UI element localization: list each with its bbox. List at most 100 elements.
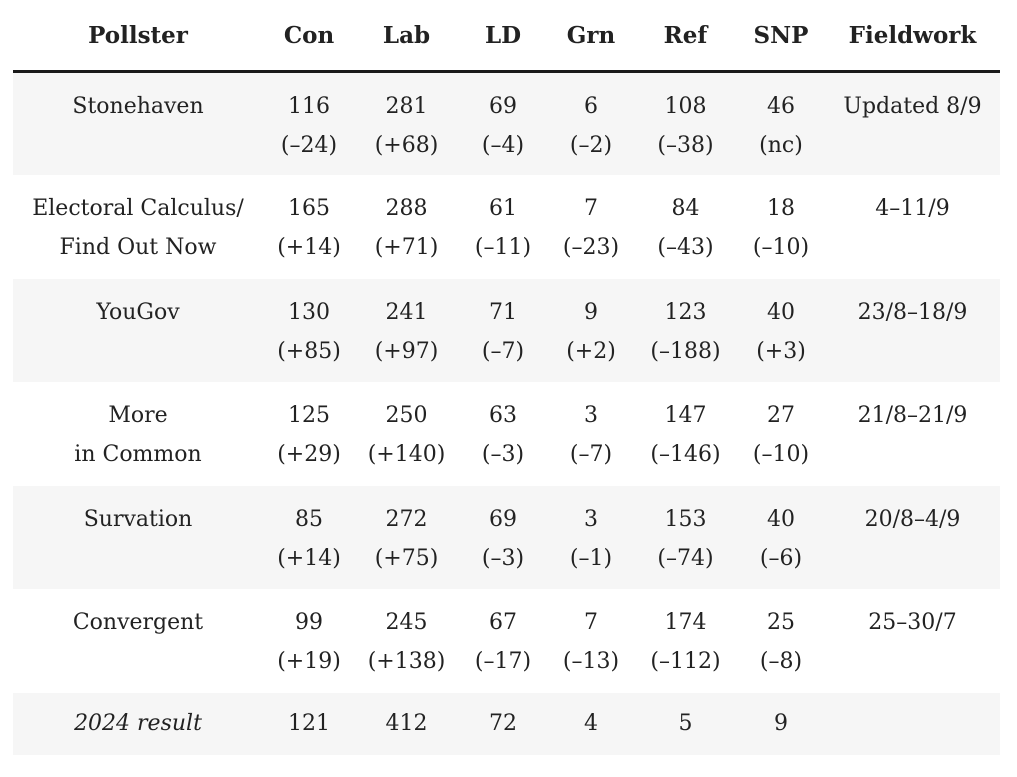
seat-change: (–23) <box>562 235 620 260</box>
grn-seats-cell: 3 (–1) <box>548 486 634 590</box>
con-seats-cell: 116 (–24) <box>263 72 355 176</box>
seat-change: (–112) <box>650 649 721 674</box>
header-snp: SNP <box>737 0 825 73</box>
fieldwork-cell: 21/8–21/9 <box>857 403 968 428</box>
seat-count: 165 <box>288 196 330 221</box>
seat-count: 125 <box>288 403 330 428</box>
seat-count: 123 <box>664 299 707 325</box>
seat-change: (–146) <box>650 442 721 467</box>
seat-count: 67 <box>489 610 517 635</box>
ref-seats-cell: 123 (–188) <box>634 279 737 383</box>
snp-seats-cell: 25 (–8) <box>737 589 825 693</box>
seat-count: 130 <box>288 299 330 325</box>
seat-count: 9 <box>584 299 598 325</box>
lab-seats-cell: 288 (+71) <box>355 175 458 279</box>
seat-count: 7 <box>584 196 598 221</box>
seat-count: 25 <box>767 610 795 635</box>
seat-projection-table: Pollster Con Lab LD Grn Ref SNP Fieldwor… <box>13 0 1000 755</box>
lab-seats-cell: 250 (+140) <box>355 382 458 486</box>
con-seats-cell: 99 (+19) <box>263 589 355 693</box>
seat-change: (–11) <box>474 235 532 260</box>
pollster-name: Stonehaven <box>72 94 204 119</box>
ld-seats-cell: 63 (–3) <box>458 382 548 486</box>
result-label: 2024 result <box>74 710 202 736</box>
seat-count: 288 <box>385 196 428 221</box>
seat-change: (+140) <box>367 442 446 467</box>
con-seats-cell: 85 (+14) <box>263 486 355 590</box>
ref-result-seats: 5 <box>678 710 693 736</box>
fieldwork-cell: Updated 8/9 <box>843 94 982 119</box>
table-row: Survation 85 (+14) 272 (+75) 69 (–3) 3 (–1) 153 (–… <box>13 485 1000 590</box>
seat-count: 40 <box>767 299 795 325</box>
result-fieldwork-empty <box>825 693 1000 755</box>
seat-count: 71 <box>489 299 517 325</box>
seat-change: (nc) <box>759 133 803 158</box>
seat-change: (–3) <box>481 545 525 571</box>
seat-count: 153 <box>664 506 707 532</box>
seat-count: 7 <box>584 610 598 635</box>
seat-change: (–10) <box>752 442 810 467</box>
seat-change: (+29) <box>277 442 341 467</box>
seat-count: 27 <box>767 403 795 428</box>
snp-seats-cell: 18 (–10) <box>737 175 825 279</box>
header-lab: Lab <box>355 0 458 73</box>
ref-seats-cell: 153 (–74) <box>634 486 737 590</box>
header-con: Con <box>263 0 355 73</box>
snp-result-seats: 9 <box>774 710 788 736</box>
fieldwork-cell: 4–11/9 <box>875 196 950 221</box>
seat-change: (+2) <box>566 338 616 364</box>
seat-change: (–8) <box>759 649 803 674</box>
table-row: Convergent 99 (+19) 245 (+138) 67 (–17) 7 (–13) 1… <box>13 589 1000 693</box>
table-row: YouGov 130 (+85) 241 (+97) 71 (–7) 9 (+2) 123 (–18… <box>13 278 1000 383</box>
seat-count: 281 <box>385 94 428 119</box>
grn-seats-cell: 7 (–23) <box>548 175 634 279</box>
seat-change: (–13) <box>562 649 620 674</box>
table-row: More in Common 125 (+29) 250 (+140) 63 (–3) 3 (–7… <box>13 382 1000 486</box>
ld-seats-cell: 61 (–11) <box>458 175 548 279</box>
seat-count: 272 <box>385 506 428 532</box>
seat-count: 116 <box>288 94 330 119</box>
ref-seats-cell: 147 (–146) <box>634 382 737 486</box>
lab-result-seats: 412 <box>385 710 428 736</box>
seat-change: (+68) <box>374 133 439 158</box>
seat-change: (+71) <box>374 235 439 260</box>
header-row: Pollster Con Lab LD Grn Ref SNP Fieldwor… <box>13 0 1000 73</box>
seat-change: (+14) <box>277 545 341 571</box>
seat-change: (–7) <box>481 338 525 364</box>
seat-change: (–74) <box>657 545 714 571</box>
snp-seats-cell: 27 (–10) <box>737 382 825 486</box>
snp-seats-cell: 40 (–6) <box>737 486 825 590</box>
seat-change: (–7) <box>569 442 613 467</box>
table-row: Stonehaven 116 (–24) 281 (+68) 69 (–4) 6 (–2) 108… <box>13 71 1000 176</box>
header-grn: Grn <box>548 0 634 73</box>
seat-count: 99 <box>295 610 323 635</box>
header-ref: Ref <box>634 0 737 73</box>
fieldwork-cell: 25–30/7 <box>868 610 957 635</box>
seat-change: (–188) <box>650 338 721 364</box>
seat-change: (–4) <box>481 133 525 158</box>
seat-count: 46 <box>767 94 795 119</box>
pollster-cell: More in Common <box>13 382 263 486</box>
ref-seats-cell: 174 (–112) <box>634 589 737 693</box>
seat-count: 3 <box>584 403 598 428</box>
grn-seats-cell: 9 (+2) <box>548 279 634 383</box>
fieldwork-cell: 23/8–18/9 <box>857 299 968 325</box>
con-seats-cell: 165 (+14) <box>263 175 355 279</box>
seat-change: (+3) <box>756 338 806 364</box>
pollster-name: in Common <box>74 442 202 467</box>
fieldwork-cell: 20/8–4/9 <box>864 506 961 532</box>
con-seats-cell: 125 (+29) <box>263 382 355 486</box>
seat-change: (–3) <box>481 442 525 467</box>
lab-seats-cell: 245 (+138) <box>355 589 458 693</box>
seat-count: 245 <box>385 610 428 635</box>
seat-change: (–1) <box>569 545 613 571</box>
pollster-cell: YouGov <box>13 279 263 383</box>
ld-seats-cell: 67 (–17) <box>458 589 548 693</box>
ld-seats-cell: 69 (–4) <box>458 72 548 176</box>
pollster-name: Electoral Calculus/ <box>32 196 244 221</box>
seat-change: (–17) <box>474 649 532 674</box>
seat-count: 18 <box>767 196 795 221</box>
pollster-cell: Survation <box>13 486 263 590</box>
seat-change: (–10) <box>752 235 810 260</box>
seat-count: 6 <box>584 94 598 119</box>
